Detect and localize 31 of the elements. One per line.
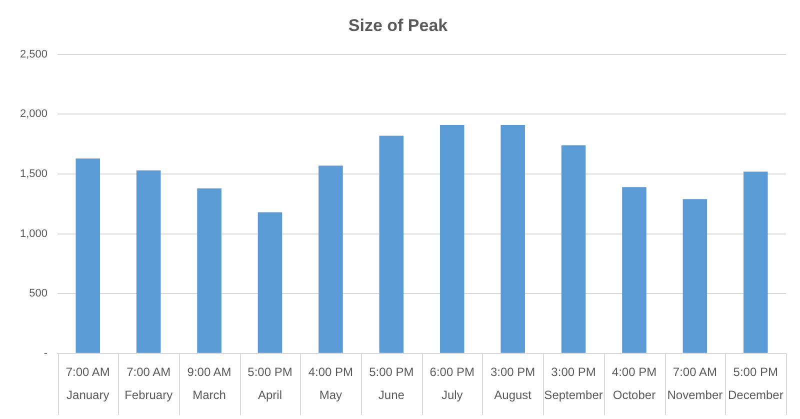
x-tick-label: 7:00 AM January — [66, 365, 110, 402]
y-tick-label: 1,000 — [20, 228, 48, 240]
x-tick-label: 4:00 PM May — [308, 365, 354, 402]
bar — [744, 172, 768, 353]
y-tick-label: 500 — [29, 288, 48, 300]
bar — [561, 145, 586, 353]
bar — [318, 166, 343, 353]
x-tick-label: 4:00 PM October — [612, 365, 657, 402]
x-tick-label: 6:00 PM July — [430, 365, 474, 402]
bar — [258, 212, 282, 353]
bar — [379, 136, 404, 353]
y-tick-label: 2,000 — [20, 108, 48, 120]
x-tick-label: 3:00 PM September — [544, 365, 603, 402]
x-tick-label: 3:00 PM August — [490, 365, 536, 402]
chart-title: Size of Peak — [348, 16, 448, 35]
bar — [197, 188, 222, 353]
x-tick-label: 5:00 PM June — [369, 365, 414, 402]
x-tick-label: 7:00 AM November — [667, 365, 723, 402]
bar — [136, 170, 161, 353]
bar — [622, 187, 646, 353]
bar — [76, 158, 100, 353]
y-tick-label: - — [44, 347, 48, 360]
bar — [440, 124, 464, 353]
x-tick-label: 9:00 AM March — [187, 365, 232, 402]
y-tick-label: 2,500 — [20, 48, 48, 60]
x-tick-label: 5:00 PM December — [728, 365, 784, 402]
bar — [500, 124, 525, 353]
x-tick-label: 7:00 AM February — [124, 365, 173, 402]
bar — [682, 199, 708, 353]
x-tick-label: 5:00 PM April — [248, 365, 292, 402]
y-tick-label: 1,500 — [20, 168, 48, 180]
